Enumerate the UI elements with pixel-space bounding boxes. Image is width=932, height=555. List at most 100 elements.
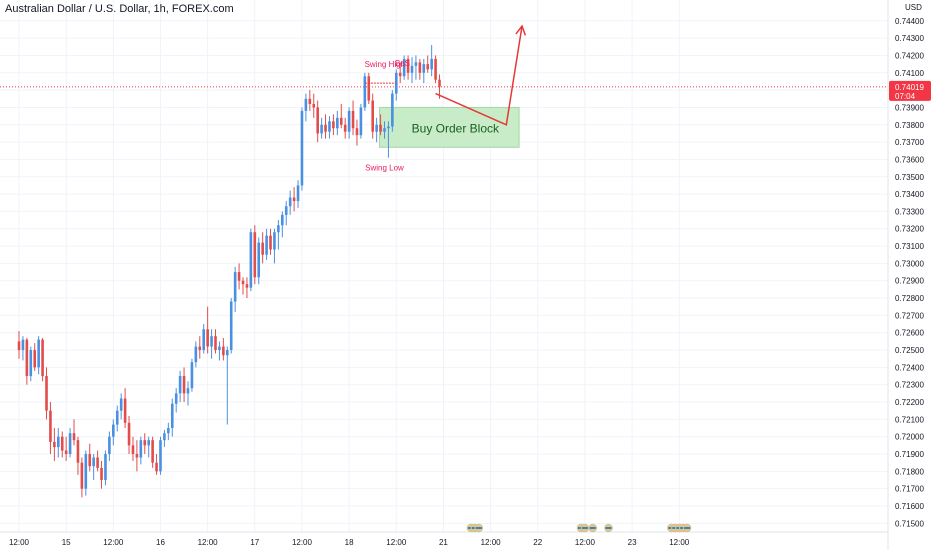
candle-body [112, 424, 115, 437]
candle-body [245, 284, 249, 288]
candle-body [304, 98, 308, 111]
candle-body [37, 339, 40, 368]
price-tick-label: 0.72200 [895, 398, 924, 407]
candle-body [406, 58, 410, 73]
candle [214, 329, 217, 354]
candle-body [253, 232, 257, 278]
candle [112, 419, 115, 446]
candle [198, 336, 202, 359]
candle-body [68, 433, 72, 455]
candle [88, 443, 92, 472]
candle [41, 337, 44, 382]
candle-body [84, 454, 88, 489]
event-markers [466, 523, 692, 533]
candle-body [394, 72, 398, 94]
candle-body [328, 121, 331, 132]
candle-body [430, 58, 433, 70]
candle [336, 110, 339, 136]
candle [76, 436, 80, 475]
candle-body [127, 422, 131, 446]
candle-body [233, 272, 237, 302]
candle [45, 367, 48, 420]
candle-body [206, 329, 209, 347]
candle-body [284, 206, 288, 215]
candle-body [139, 440, 143, 458]
price-tick-label: 0.73100 [895, 242, 924, 251]
candle-body [57, 436, 60, 448]
candle-body [257, 242, 261, 278]
candle [108, 431, 111, 461]
candle [131, 436, 135, 461]
candle [127, 415, 131, 455]
candle [33, 343, 37, 371]
candle [288, 190, 292, 215]
candle [21, 336, 25, 361]
candle [402, 55, 406, 80]
candle-body [288, 197, 292, 207]
time-tick-label: 21 [439, 538, 448, 547]
price-tick-label: 0.73500 [895, 173, 924, 182]
event-flag-icon [588, 523, 598, 533]
candle-body [265, 235, 268, 255]
candle-body [190, 362, 194, 389]
candle [284, 201, 288, 226]
candle-body [17, 341, 21, 351]
candle-body [414, 62, 418, 66]
order-block-zone [379, 106, 520, 148]
candle-body [53, 441, 56, 448]
candle-body [198, 346, 202, 351]
candle [269, 228, 272, 255]
candle-body [100, 467, 103, 481]
event-flag-stripe [589, 527, 596, 529]
candle-body [324, 124, 327, 132]
candle-body [163, 433, 166, 441]
price-tick-label: 0.72400 [895, 363, 924, 372]
candle [273, 228, 276, 264]
candle-body [96, 457, 99, 468]
projection-arrowhead [515, 24, 527, 36]
candle-body [379, 124, 382, 132]
candle [96, 450, 99, 472]
candle-body [383, 128, 386, 132]
candle-body [225, 350, 229, 356]
candle [253, 225, 257, 285]
candle [363, 72, 367, 111]
current-price-value: 0.74019 [895, 83, 924, 92]
price-tick-label: 0.72500 [895, 346, 924, 355]
candle [147, 436, 150, 458]
candle [178, 370, 182, 403]
candle [135, 440, 139, 472]
candle [49, 402, 52, 455]
candle [163, 429, 166, 448]
time-tick-label: 12:00 [9, 538, 30, 547]
price-tick-label: 0.74300 [895, 34, 924, 43]
candle-body [143, 440, 147, 446]
candle-body [170, 403, 174, 429]
candle-body [41, 339, 44, 377]
event-flag-stripe [475, 527, 482, 529]
time-tick-label: 12:00 [292, 538, 313, 547]
candle [379, 114, 382, 136]
candle [422, 58, 426, 84]
price-tick-label: 0.72700 [895, 311, 924, 320]
price-tick-label: 0.73200 [895, 225, 924, 234]
candle [394, 69, 398, 101]
candle [155, 454, 158, 475]
candle [80, 457, 84, 498]
candle [261, 232, 264, 264]
candle-body [49, 410, 52, 442]
candle [194, 341, 198, 368]
candle-body [92, 457, 95, 467]
price-tick-label: 0.72100 [895, 415, 924, 424]
symbol-title: Australian Dollar / U.S. Dollar, 1h, FOR… [5, 3, 234, 15]
candle-body [343, 124, 347, 132]
candle [68, 428, 72, 458]
candle-body [202, 329, 206, 351]
candle [387, 121, 390, 158]
candle [218, 341, 221, 361]
candle-body [214, 336, 217, 351]
candle [115, 405, 119, 432]
candle-body [339, 117, 343, 125]
candle-body [347, 110, 351, 132]
